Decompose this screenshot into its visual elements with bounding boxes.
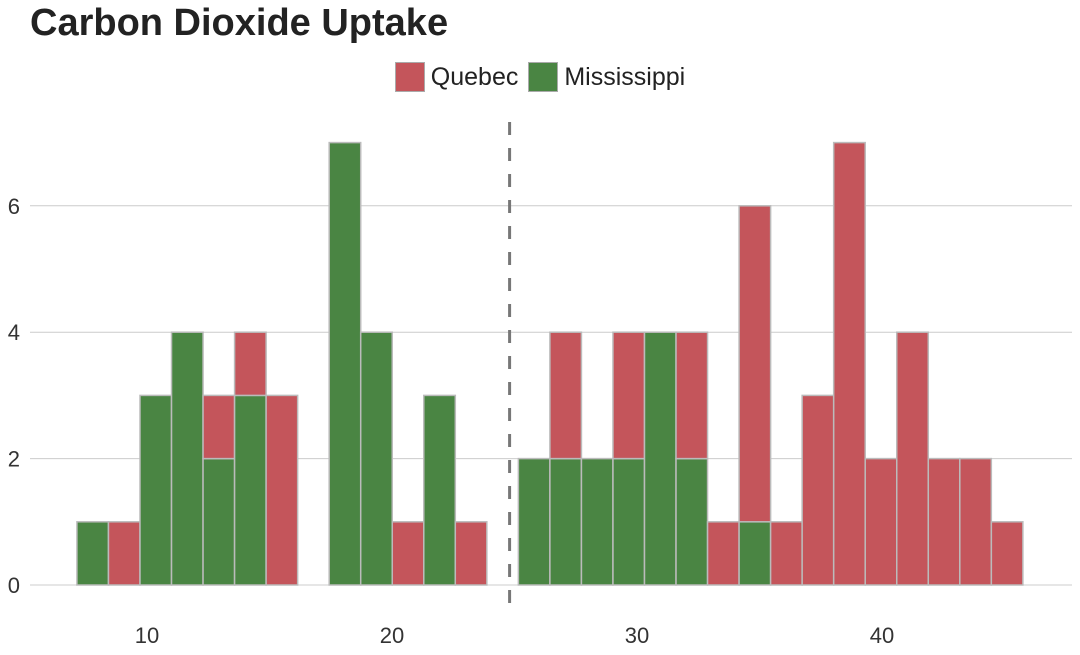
x-tick-label: 30 xyxy=(625,623,649,648)
bar-mississippi xyxy=(139,394,173,586)
legend: Quebec Mississippi xyxy=(0,62,1080,92)
bar-quebec xyxy=(202,394,236,460)
bar-quebec xyxy=(864,457,898,586)
bar-mississippi xyxy=(517,457,551,586)
bar-quebec xyxy=(927,457,961,586)
legend-label-mississippi: Mississippi xyxy=(564,62,686,91)
bar-quebec xyxy=(454,521,488,586)
y-tick-label: 4 xyxy=(8,320,20,345)
bar-quebec xyxy=(769,521,803,586)
bar-quebec xyxy=(895,331,930,586)
bar-quebec xyxy=(801,394,835,586)
y-tick-label: 0 xyxy=(8,573,20,598)
bar-quebec xyxy=(832,141,866,586)
legend-swatch-quebec xyxy=(394,62,425,92)
legend-item-mississippi: Mississippi xyxy=(528,62,685,92)
chart-title: Carbon Dioxide Uptake xyxy=(30,2,449,44)
bar-mississippi xyxy=(580,457,614,586)
bar-mississippi xyxy=(549,457,583,586)
legend-swatch-mississippi xyxy=(528,62,559,92)
bar-quebec xyxy=(675,331,709,460)
x-tick-label: 40 xyxy=(870,623,894,648)
legend-label-quebec: Quebec xyxy=(430,62,519,91)
bar-quebec xyxy=(107,521,141,586)
bar-quebec xyxy=(738,205,772,523)
bar-mississippi xyxy=(423,394,457,586)
bar-mississippi xyxy=(328,141,362,586)
bar-mississippi xyxy=(76,521,110,586)
bar-quebec xyxy=(706,521,740,586)
bar-mississippi xyxy=(170,331,204,586)
y-tick-label: 6 xyxy=(8,194,20,219)
bar-mississippi xyxy=(233,394,267,586)
bar-quebec xyxy=(959,457,993,586)
bar-mississippi xyxy=(202,457,236,586)
bar-quebec xyxy=(265,394,299,586)
bar-mississippi xyxy=(612,457,646,586)
bar-mississippi xyxy=(643,331,677,586)
y-tick-label: 2 xyxy=(8,447,20,472)
bar-quebec xyxy=(990,521,1024,586)
bar-mississippi xyxy=(359,331,393,586)
bar-quebec xyxy=(233,331,267,397)
bar-quebec xyxy=(391,521,425,586)
bar-quebec xyxy=(549,331,583,460)
bar-quebec xyxy=(612,331,646,460)
legend-item-quebec: Quebec xyxy=(394,62,519,92)
bar-mississippi xyxy=(675,457,709,586)
x-tick-label: 10 xyxy=(135,623,159,648)
bar-mississippi xyxy=(738,521,772,586)
x-tick-label: 20 xyxy=(380,623,404,648)
